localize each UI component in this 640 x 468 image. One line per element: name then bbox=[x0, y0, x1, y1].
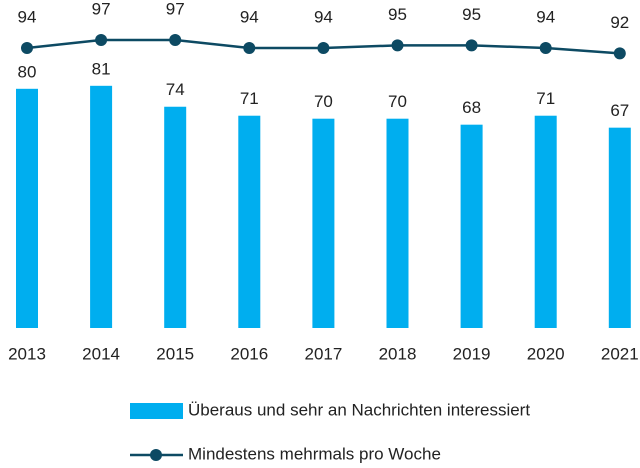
data-label: 68 bbox=[462, 98, 481, 117]
data-label: 92 bbox=[610, 13, 629, 32]
data-label: 94 bbox=[314, 8, 333, 27]
bar bbox=[90, 85, 113, 328]
data-label: 95 bbox=[462, 5, 481, 24]
bar bbox=[608, 127, 631, 328]
legend-label: Mindestens mehrmals pro Woche bbox=[188, 444, 441, 463]
data-label: 95 bbox=[388, 5, 407, 24]
line-marker bbox=[317, 42, 330, 55]
line-marker bbox=[21, 42, 33, 55]
data-label: 71 bbox=[536, 89, 555, 108]
bar bbox=[534, 115, 557, 329]
line-marker bbox=[169, 34, 182, 47]
x-tick-label: 2019 bbox=[453, 344, 491, 363]
legend-swatch bbox=[130, 403, 183, 419]
line-marker bbox=[95, 34, 108, 47]
data-label: 94 bbox=[18, 8, 37, 27]
line-marker bbox=[243, 42, 256, 55]
data-label: 71 bbox=[240, 89, 259, 108]
x-tick-label: 2017 bbox=[304, 344, 342, 363]
x-tick-label: 2018 bbox=[379, 344, 417, 363]
bar bbox=[386, 118, 409, 328]
x-tick-label: 2013 bbox=[8, 344, 46, 363]
data-label: 74 bbox=[166, 80, 185, 99]
data-label: 97 bbox=[92, 0, 111, 18]
line-marker bbox=[391, 39, 404, 52]
x-tick-label: 2016 bbox=[230, 344, 268, 363]
bar bbox=[312, 118, 335, 328]
data-label: 70 bbox=[388, 92, 407, 111]
data-label: 97 bbox=[166, 0, 185, 18]
bar bbox=[164, 106, 187, 329]
bar bbox=[460, 124, 483, 329]
bar bbox=[238, 115, 261, 329]
x-tick-label: 2020 bbox=[527, 344, 565, 363]
data-label: 94 bbox=[536, 8, 555, 27]
x-tick-label: 2021 bbox=[601, 344, 639, 363]
data-label: 94 bbox=[240, 8, 259, 27]
data-label: 70 bbox=[314, 92, 333, 111]
x-tick-label: 2014 bbox=[82, 344, 120, 363]
legend-label: Überaus und sehr an Nachrichten interess… bbox=[188, 400, 530, 419]
line-marker bbox=[613, 47, 626, 60]
line-marker bbox=[465, 39, 478, 52]
data-label: 80 bbox=[18, 62, 37, 81]
data-label: 67 bbox=[610, 101, 629, 120]
bar bbox=[16, 88, 38, 328]
line-marker bbox=[539, 42, 552, 55]
x-tick-label: 2015 bbox=[156, 344, 194, 363]
legend-marker bbox=[150, 449, 162, 461]
data-label: 81 bbox=[92, 59, 111, 78]
